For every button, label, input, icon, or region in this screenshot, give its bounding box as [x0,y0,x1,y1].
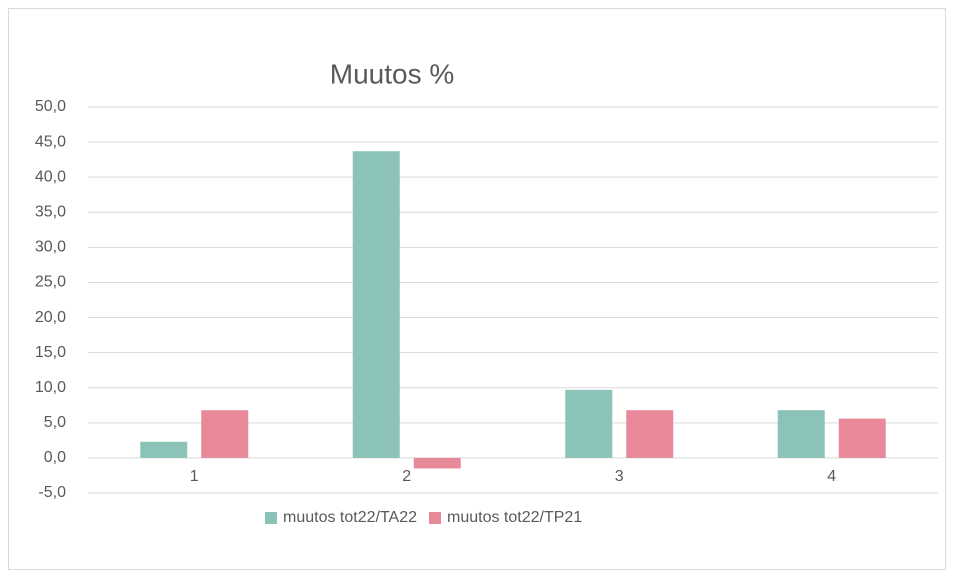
legend-swatch [429,512,441,524]
legend-swatch [265,512,277,524]
y-tick-label: 30,0 [35,239,66,256]
y-tick-label: 40,0 [35,168,66,185]
bar [201,410,249,458]
chart-title: Muutos % [330,58,455,89]
y-tick-label: 15,0 [35,344,66,361]
x-tick-label: 4 [827,468,836,485]
bar [838,418,886,458]
y-tick-label: 35,0 [35,203,66,220]
bar [565,389,613,458]
y-tick-label: 10,0 [35,379,66,396]
legend-label: muutos tot22/TP21 [447,509,582,526]
bar [352,151,400,458]
y-tick-label: 45,0 [35,133,66,150]
bar [777,410,825,458]
y-tick-label: -5,0 [38,484,66,501]
bar [413,457,461,469]
legend-label: muutos tot22/TA22 [283,509,417,526]
chart-border [8,8,946,570]
y-tick-label: 5,0 [44,414,66,431]
y-tick-label: 20,0 [35,309,66,326]
bar [626,410,674,458]
x-tick-label: 2 [402,468,411,485]
x-tick-label: 3 [615,468,624,485]
x-tick-label: 1 [190,468,199,485]
y-tick-label: 25,0 [35,274,66,291]
y-tick-label: 50,0 [35,98,66,115]
bar [140,441,188,458]
y-tick-label: 0,0 [44,449,66,466]
